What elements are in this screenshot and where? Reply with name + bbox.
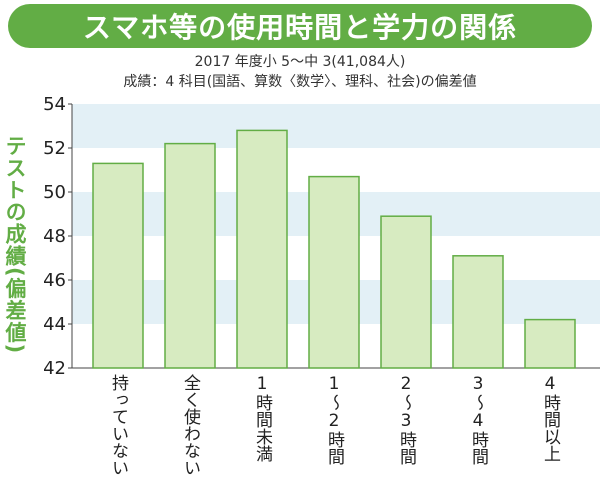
bar [92, 162, 144, 369]
bar [452, 255, 504, 369]
y-tick-label: 52 [43, 138, 66, 159]
x-category-label: 全く使わない [180, 374, 200, 476]
x-category-label: 持っていない [108, 374, 128, 476]
bar [308, 175, 360, 369]
y-tick-label: 44 [43, 314, 66, 335]
y-tick-label: 54 [43, 94, 66, 115]
bar [524, 318, 576, 369]
bar [380, 215, 432, 369]
bar [164, 142, 216, 369]
chart-subtitle-metric: 成績：4 科目(国語、算数〈数学〉、理科、社会)の偏差値 [123, 74, 477, 90]
chart-subtitle-sample: 2017 年度小 5～中 3(41,084人) [194, 54, 406, 70]
x-category-label: 1～2時間 [324, 374, 344, 465]
y-axis-label: テストの成績(偏差値) [3, 135, 27, 355]
chart-title: スマホ等の使用時間と学力の関係 [8, 4, 592, 48]
y-tick-label: 48 [43, 226, 66, 247]
x-category-label: 4時間以上 [540, 374, 560, 462]
x-category-label: 2～3時間 [396, 374, 416, 465]
bar [236, 129, 288, 369]
x-category-label: 3～4時間 [468, 374, 488, 465]
grid-band [72, 104, 600, 148]
y-tick-label: 42 [43, 358, 66, 379]
y-tick-label: 46 [43, 270, 66, 291]
y-tick-label: 50 [43, 182, 66, 203]
x-category-label: 1時間未満 [252, 374, 272, 462]
